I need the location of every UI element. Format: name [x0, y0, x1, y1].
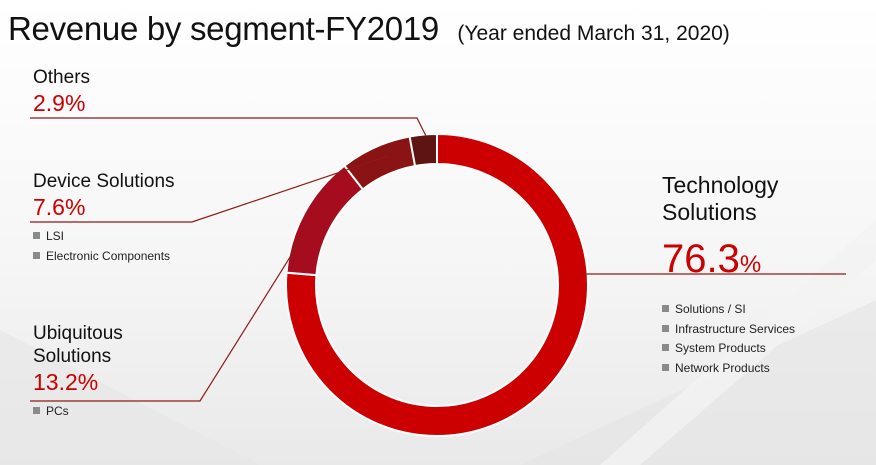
segment-ubiquitous-pct: 13.2%	[33, 369, 99, 395]
segment-technology-pct: 76.3%	[662, 236, 795, 288]
donut-slice-ubiquitous	[285, 164, 365, 277]
leader-line-ubiquitous	[30, 237, 303, 402]
segment-ubiquitous-name-line2: Solutions	[33, 346, 112, 367]
chart-subtitle: (Year ended March 31, 2020)	[457, 22, 730, 45]
square-bullet-icon	[662, 324, 669, 332]
segment-ubiquitous-items: PCs	[33, 402, 123, 422]
segment-device-name: Device Solutions	[33, 171, 175, 192]
list-item: Network Products	[662, 359, 795, 379]
donut-slice-others	[408, 132, 438, 168]
list-item: LSI	[33, 227, 175, 247]
chart-title: Revenue by segment-FY2019	[8, 10, 439, 47]
square-bullet-icon	[662, 305, 669, 312]
list-item: Electronic Components	[33, 247, 175, 267]
segment-technology-items: Solutions / SI Infrastructure Services S…	[662, 300, 795, 378]
segment-technology-pct-unit: %	[739, 251, 762, 278]
donut-slice-technology	[285, 132, 589, 437]
square-bullet-icon	[33, 407, 40, 414]
segment-technology: Technology Solutions 76.3% Solutions / S…	[662, 172, 795, 378]
list-item: System Products	[662, 339, 795, 359]
square-bullet-icon	[33, 251, 40, 259]
list-item: Infrastructure Services	[662, 320, 795, 340]
segment-others-pct: 2.9%	[33, 90, 86, 116]
square-bullet-icon	[662, 344, 669, 351]
square-bullet-icon	[662, 363, 669, 371]
segment-technology-pct-value: 76.3	[662, 237, 740, 281]
list-item: PCs	[33, 402, 123, 422]
segment-others: Others 2.9%	[33, 66, 90, 117]
segment-device: Device Solutions 7.6% LSI Electronic Com…	[33, 170, 175, 266]
segment-technology-name-line2: Solutions	[662, 199, 757, 225]
leader-line-others	[30, 117, 427, 137]
list-item: Solutions / SI	[662, 300, 795, 320]
segment-others-name: Others	[33, 67, 91, 88]
segment-ubiquitous-name-line1: Ubiquitous	[33, 323, 123, 344]
segment-technology-name-line1: Technology	[662, 172, 779, 198]
leader-line-device	[30, 155, 389, 223]
segment-device-items: LSI Electronic Components	[33, 227, 175, 266]
segment-device-pct: 7.6%	[33, 194, 86, 220]
square-bullet-icon	[33, 232, 40, 239]
segment-ubiquitous: Ubiquitous Solutions 13.2% PCs	[33, 322, 123, 422]
chart-title-block: Revenue by segment-FY2019 (Year ended Ma…	[8, 10, 730, 48]
